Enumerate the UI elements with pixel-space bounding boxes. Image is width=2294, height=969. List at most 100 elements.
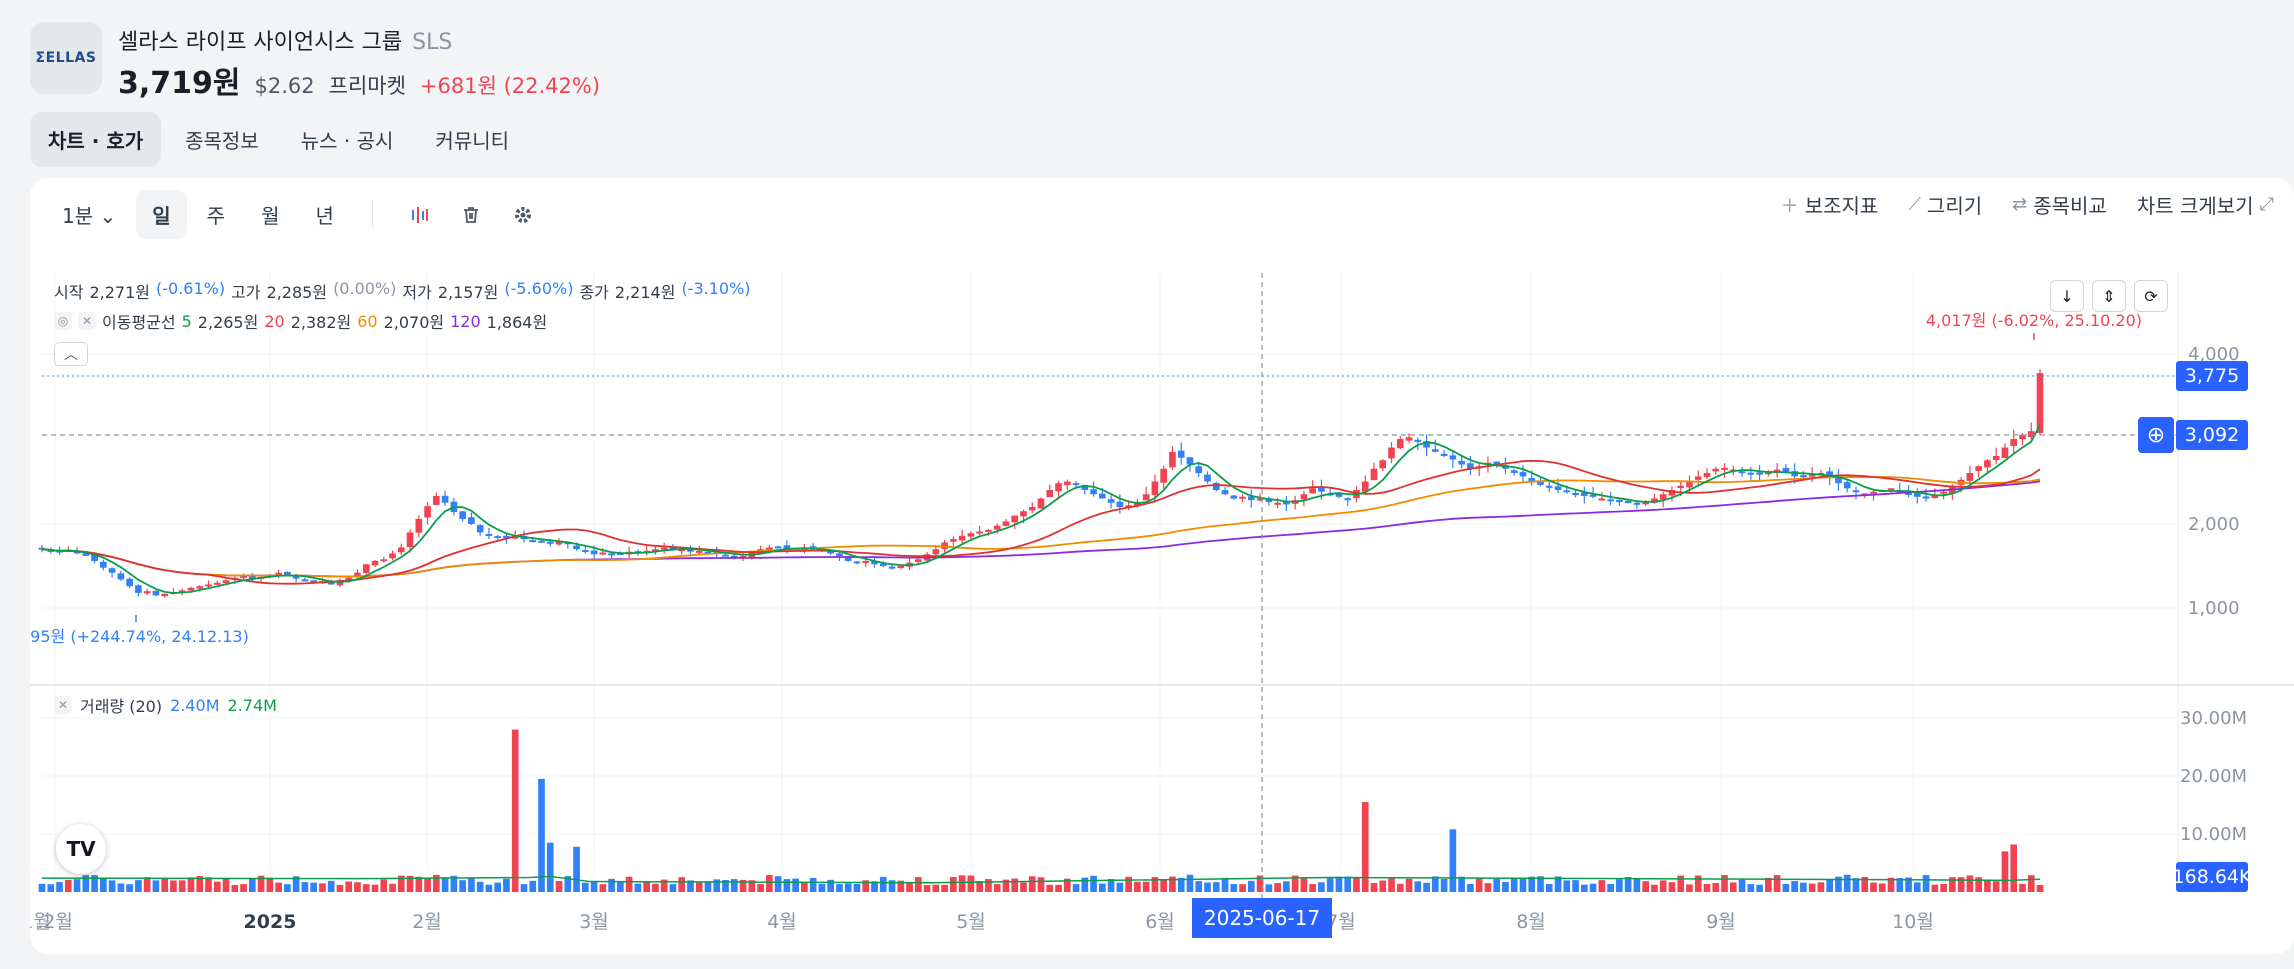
volume-bar bbox=[1134, 881, 1141, 892]
candle-body bbox=[503, 535, 510, 539]
candle-body bbox=[1659, 494, 1667, 500]
candle-body bbox=[1309, 488, 1316, 494]
volume-bar bbox=[1458, 876, 1465, 892]
compare-button[interactable]: ⇄ 종목비교 bbox=[2012, 190, 2107, 219]
volume-bar bbox=[1002, 879, 1010, 892]
tab-stock-info[interactable]: 종목정보 bbox=[185, 129, 259, 153]
fit-chart-button[interactable]: ⇕ bbox=[2092, 280, 2126, 312]
plus-icon: ＋ bbox=[1780, 195, 1799, 217]
volume-bar bbox=[1852, 878, 1860, 892]
ma-label: 이동평균선 bbox=[102, 313, 176, 332]
candle-body bbox=[1344, 498, 1352, 501]
expand-icon: ⤢ bbox=[2259, 194, 2274, 215]
candle-body bbox=[1756, 472, 1763, 475]
candle-body bbox=[1992, 456, 2000, 461]
volume-bar bbox=[1344, 876, 1352, 892]
indicator-button[interactable]: ＋ 보조지표 bbox=[1781, 190, 1879, 219]
volume-bar bbox=[1177, 877, 1185, 892]
tab-community[interactable]: 커뮤니티 bbox=[435, 129, 510, 153]
logo-text: ΣELLAS bbox=[35, 50, 97, 66]
volume-bar bbox=[73, 879, 81, 892]
volume-bar bbox=[1686, 884, 1693, 892]
volume-bar bbox=[319, 883, 326, 892]
volume-bar bbox=[327, 880, 335, 892]
tradingview-logo[interactable]: TV bbox=[56, 824, 106, 874]
eye-off-icon[interactable]: ◎ bbox=[54, 312, 72, 330]
volume-bar bbox=[1318, 882, 1325, 892]
candle-body bbox=[836, 553, 843, 556]
candle-body bbox=[967, 533, 975, 537]
legend-collapse-button[interactable]: ︿ bbox=[54, 342, 88, 366]
volume-bar bbox=[555, 880, 563, 892]
candle-body bbox=[485, 533, 493, 536]
candle-body bbox=[336, 580, 344, 586]
volume-bar bbox=[1046, 884, 1054, 892]
candle-body bbox=[985, 529, 992, 532]
candle-body bbox=[1984, 460, 1991, 468]
volume-bar bbox=[1247, 880, 1255, 892]
volume-bar bbox=[64, 879, 72, 892]
volume-bar bbox=[503, 878, 510, 892]
candle-body bbox=[1414, 439, 1422, 442]
volume-bar bbox=[1125, 876, 1132, 892]
draw-button[interactable]: ⟋ 그리기 bbox=[1908, 190, 1982, 219]
price-chart[interactable]: 4,000 2,000 1,000 30.00M 20.00M 10.00M .2월 2025… bbox=[30, 178, 2294, 954]
tab-news[interactable]: 뉴스 · 공시 bbox=[300, 129, 394, 153]
volume-bar bbox=[608, 878, 615, 892]
fullscreen-button[interactable]: 차트 크게보기 ⤢ bbox=[2137, 190, 2274, 219]
tab-chart-orderbook[interactable]: 차트 · 호가 bbox=[30, 112, 162, 167]
candle-body bbox=[1449, 455, 1457, 460]
period-day-button[interactable]: 일 bbox=[136, 190, 187, 239]
candle-body bbox=[573, 545, 580, 550]
volume-bar bbox=[187, 877, 195, 892]
volume-bar bbox=[1335, 876, 1343, 892]
candle-body bbox=[248, 574, 256, 579]
candle-body bbox=[476, 525, 484, 533]
candle-body bbox=[774, 546, 782, 549]
close-icon[interactable]: ✕ bbox=[78, 312, 96, 330]
last-price-tag: 3,775 bbox=[2176, 361, 2248, 391]
candle-body bbox=[1195, 466, 1203, 473]
volume-bar bbox=[985, 879, 992, 892]
indicator-label: 보조지표 bbox=[1804, 194, 1879, 218]
candle-type-icon[interactable] bbox=[395, 193, 443, 237]
candle-body bbox=[1800, 475, 1807, 478]
reset-chart-button[interactable]: ⟳ bbox=[2134, 280, 2168, 312]
trash-icon[interactable] bbox=[447, 193, 495, 237]
volume-bar bbox=[801, 881, 808, 892]
high-label: 고가 bbox=[231, 283, 261, 302]
candle-body bbox=[1230, 495, 1238, 499]
candle-body bbox=[1607, 499, 1614, 502]
volume-bar bbox=[1826, 879, 1834, 892]
ma120-value: 1,864원 bbox=[486, 313, 548, 332]
time-axis-label: 5월 bbox=[956, 911, 986, 933]
volume-bar bbox=[1957, 877, 1965, 892]
interval-dropdown[interactable]: 1분 ⌄ bbox=[46, 190, 132, 239]
candle-body bbox=[608, 553, 615, 556]
volume-bar bbox=[809, 877, 817, 892]
candle-body bbox=[345, 577, 353, 580]
candle-body bbox=[1063, 481, 1071, 486]
candle-body bbox=[1072, 483, 1080, 486]
volume-bar bbox=[170, 880, 177, 892]
gear-icon[interactable] bbox=[499, 193, 547, 237]
volume-bar bbox=[1747, 884, 1755, 892]
volume-bar bbox=[380, 879, 388, 892]
volume-bar bbox=[213, 881, 221, 892]
volume-bar bbox=[643, 881, 650, 892]
candle-body bbox=[1440, 453, 1448, 456]
time-axis-label: 6월 bbox=[1145, 911, 1175, 933]
period-year-button[interactable]: 년 bbox=[315, 204, 334, 228]
candle-body bbox=[380, 559, 388, 562]
close-icon[interactable]: ✕ bbox=[54, 696, 72, 714]
period-month-button[interactable]: 월 bbox=[261, 204, 280, 228]
scroll-latest-button[interactable]: ↓ bbox=[2050, 280, 2084, 312]
volume-bar bbox=[932, 884, 940, 892]
volume-bar bbox=[371, 884, 379, 892]
ma60-line bbox=[41, 476, 2041, 578]
candle-body bbox=[1028, 507, 1036, 511]
period-week-button[interactable]: 주 bbox=[206, 204, 226, 228]
add-alert-button[interactable]: ⊕ bbox=[2138, 417, 2174, 453]
volume-bar bbox=[529, 880, 537, 892]
refresh-icon: ⟳ bbox=[2144, 286, 2158, 306]
